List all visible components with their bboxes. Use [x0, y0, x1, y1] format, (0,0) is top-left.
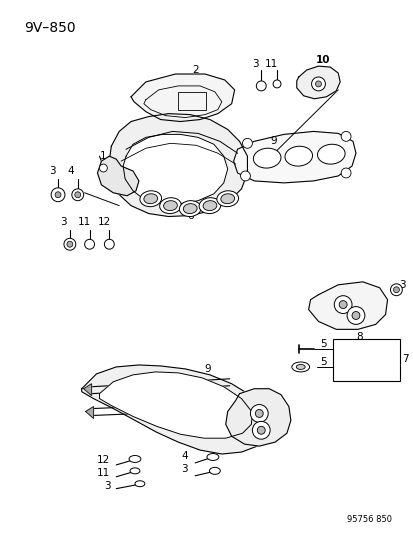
Ellipse shape — [140, 191, 161, 207]
Circle shape — [99, 164, 107, 172]
Circle shape — [315, 81, 320, 87]
Text: 1: 1 — [99, 151, 106, 161]
Circle shape — [340, 132, 350, 141]
Ellipse shape — [183, 204, 197, 214]
Text: 11: 11 — [264, 59, 277, 69]
Circle shape — [67, 241, 73, 247]
Circle shape — [351, 311, 359, 319]
Bar — [178, 92, 206, 110]
Polygon shape — [233, 132, 355, 183]
Text: 12: 12 — [97, 455, 110, 465]
Polygon shape — [225, 389, 290, 446]
Text: 10: 10 — [316, 55, 330, 65]
Text: 5: 5 — [319, 357, 326, 367]
Text: 3: 3 — [398, 280, 405, 290]
Text: 9: 9 — [270, 136, 277, 147]
Circle shape — [257, 426, 265, 434]
Circle shape — [104, 239, 114, 249]
Circle shape — [252, 422, 270, 439]
Ellipse shape — [199, 198, 220, 214]
Polygon shape — [97, 156, 139, 196]
Circle shape — [242, 139, 252, 148]
Circle shape — [51, 188, 65, 201]
Ellipse shape — [291, 362, 309, 372]
Circle shape — [240, 171, 250, 181]
Text: 4: 4 — [181, 451, 188, 461]
Ellipse shape — [135, 481, 145, 487]
Text: 3: 3 — [60, 217, 67, 228]
Polygon shape — [308, 282, 387, 329]
Circle shape — [55, 192, 61, 198]
Ellipse shape — [206, 454, 218, 461]
Text: 12: 12 — [97, 217, 111, 228]
Circle shape — [255, 409, 263, 417]
Circle shape — [75, 192, 81, 198]
Ellipse shape — [130, 468, 140, 474]
Text: 3: 3 — [181, 464, 188, 474]
Ellipse shape — [159, 198, 181, 214]
Text: 3: 3 — [103, 481, 110, 491]
Circle shape — [333, 296, 351, 313]
Ellipse shape — [317, 144, 344, 164]
Text: 3: 3 — [49, 166, 55, 176]
Ellipse shape — [253, 148, 280, 168]
Ellipse shape — [179, 200, 201, 216]
Text: 11: 11 — [97, 468, 110, 478]
Circle shape — [392, 287, 399, 293]
Polygon shape — [131, 74, 234, 122]
Ellipse shape — [209, 467, 220, 474]
Text: 95756 850: 95756 850 — [347, 515, 392, 524]
Circle shape — [346, 306, 364, 325]
Polygon shape — [85, 407, 93, 418]
Polygon shape — [99, 372, 252, 438]
Circle shape — [311, 77, 325, 91]
Ellipse shape — [216, 191, 238, 207]
Polygon shape — [109, 114, 247, 216]
Ellipse shape — [163, 201, 177, 211]
Ellipse shape — [129, 456, 140, 463]
Circle shape — [389, 284, 401, 296]
Circle shape — [256, 81, 266, 91]
Text: 8: 8 — [356, 332, 362, 342]
Polygon shape — [83, 384, 91, 395]
Text: 9: 9 — [204, 364, 211, 374]
Bar — [332, 339, 399, 381]
Circle shape — [273, 80, 280, 88]
Circle shape — [85, 239, 94, 249]
Ellipse shape — [284, 146, 312, 166]
Circle shape — [338, 301, 346, 309]
Polygon shape — [296, 66, 339, 99]
Text: 11: 11 — [78, 217, 91, 228]
Ellipse shape — [144, 194, 157, 204]
Polygon shape — [123, 134, 227, 204]
Text: 7: 7 — [401, 354, 408, 364]
Circle shape — [64, 238, 76, 250]
Text: 3: 3 — [252, 59, 258, 69]
Ellipse shape — [202, 201, 216, 211]
Text: 2: 2 — [191, 65, 198, 75]
Circle shape — [72, 189, 83, 201]
Text: 6: 6 — [186, 211, 193, 221]
Ellipse shape — [296, 365, 304, 369]
Text: 9V–850: 9V–850 — [24, 21, 76, 35]
Ellipse shape — [220, 194, 234, 204]
Polygon shape — [81, 365, 268, 454]
Text: 5: 5 — [319, 339, 326, 349]
Text: 4: 4 — [67, 166, 74, 176]
Circle shape — [340, 168, 350, 178]
Circle shape — [250, 405, 268, 422]
